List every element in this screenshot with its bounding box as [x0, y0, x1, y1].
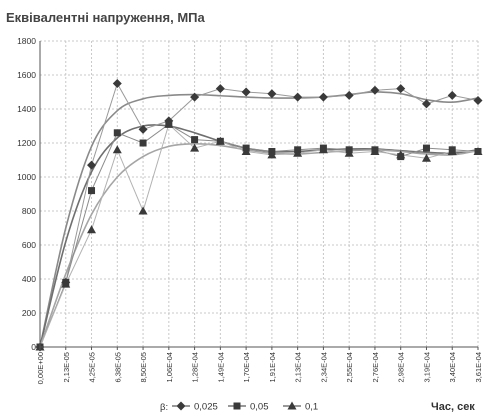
series-1-point: [190, 92, 200, 102]
series-3-point: [267, 150, 277, 159]
x-tick-label: 3,19E-04: [422, 352, 431, 382]
y-tick-label: 800: [22, 206, 36, 216]
series-1-point: [87, 160, 97, 170]
legend: β: 0,025 0,05 0,1: [160, 401, 318, 413]
x-tick-label: 3,40E-04: [448, 352, 457, 382]
y-tick-label: 200: [22, 308, 36, 318]
x-tick-labels: 0,00E+00 2,13E-05 4,25E-05 6,38E-05 8,50E-05…: [36, 352, 483, 384]
x-tick-label: 1,70E-04: [242, 352, 251, 382]
legend-marker: [233, 402, 241, 410]
series-2-point: [88, 187, 96, 195]
y-tick-label: 1400: [17, 104, 36, 114]
legend-marker: [287, 401, 297, 410]
trend-lines: [39, 91, 479, 348]
series-3-line: [39, 123, 478, 348]
series-3-point: [241, 147, 251, 155]
series-2-point: [113, 129, 121, 137]
series-3-point: [164, 119, 174, 128]
legend-marker: [176, 401, 186, 411]
series-3-point: [138, 206, 148, 215]
series-1-point: [138, 124, 148, 134]
series-3-point: [421, 153, 431, 162]
series-1-point: [473, 96, 483, 105]
series-3-point: [87, 225, 97, 234]
axes: [39, 41, 479, 350]
series-1-point: [318, 92, 328, 102]
gridlines: [40, 40, 479, 347]
chart-title: Еквівалентні напруження, МПа: [6, 10, 205, 25]
series-3-point: [318, 145, 328, 154]
series-1-point: [344, 90, 354, 100]
y-tick-label: 0: [31, 342, 36, 352]
x-tick-label: 2,55E-04: [345, 352, 354, 382]
x-tick-label: 1,91E-04: [268, 352, 277, 382]
series-2-point: [139, 139, 147, 147]
series-1-point: [396, 84, 406, 94]
x-tick-label: 2,13E-04: [294, 352, 303, 382]
series-1-point: [112, 79, 122, 88]
x-tick-label: 1,06E-04: [165, 352, 174, 382]
series-1-point: [447, 90, 457, 100]
y-tick-label: 1600: [17, 70, 36, 80]
legend-label: 0,025: [194, 402, 218, 413]
series-2-point: [422, 144, 430, 152]
x-tick-label: 1,28E-04: [191, 352, 200, 382]
y-tick-label: 600: [22, 240, 36, 250]
x-tick-label: 2,98E-04: [397, 352, 406, 382]
x-tick-label: 4,25E-05: [88, 352, 97, 382]
legend-label: 0,1: [305, 402, 318, 413]
x-tick-label: 0,00E+00: [36, 352, 45, 384]
y-tick-label: 1000: [17, 172, 36, 182]
series-3-point: [447, 147, 457, 155]
series-1-trend-curve: [39, 91, 479, 348]
y-tick-label: 1200: [17, 138, 36, 148]
series-3-point: [473, 147, 483, 155]
series-3-point: [344, 148, 354, 157]
series-1-point: [370, 85, 380, 95]
series-3-point: [61, 279, 71, 288]
x-tick-label: 8,50E-05: [139, 352, 148, 382]
series-3-point: [112, 145, 122, 154]
series-3-point: [370, 147, 380, 155]
x-tick-label: 2,34E-04: [319, 352, 328, 382]
data-markers: [35, 79, 483, 352]
x-tick-label: 2,76E-04: [371, 352, 380, 382]
y-tick-label: 400: [22, 274, 36, 284]
y-tick-label: 1800: [17, 36, 36, 46]
x-tick-label: 2,13E-05: [62, 352, 71, 382]
legend-title: β:: [160, 402, 168, 413]
x-tick-label: 3,61E-04: [474, 352, 483, 382]
series-1-point: [215, 84, 225, 94]
series-3-trend-curve: [39, 143, 479, 348]
x-tick-label: 1,49E-04: [216, 352, 225, 382]
series-1-point: [241, 87, 251, 97]
series-1-point: [293, 92, 303, 102]
series-2-point: [191, 136, 199, 144]
series-3-point: [396, 150, 406, 159]
series-3-point: [215, 136, 225, 145]
series-3-point: [293, 148, 303, 157]
legend-label: 0,05: [250, 402, 269, 413]
series-1-point: [267, 89, 277, 99]
series-1-point: [421, 99, 431, 109]
series-1-line: [39, 82, 479, 348]
x-tick-label: 6,38E-05: [113, 352, 122, 382]
series-2-line: [39, 123, 479, 348]
x-axis-label: Час, сек: [431, 401, 475, 413]
series-3-point: [190, 143, 200, 152]
y-tick-labels: 0 200 400 600 800 1000 1200 1400 1600 1800: [17, 36, 36, 352]
series-lines: [39, 82, 479, 348]
